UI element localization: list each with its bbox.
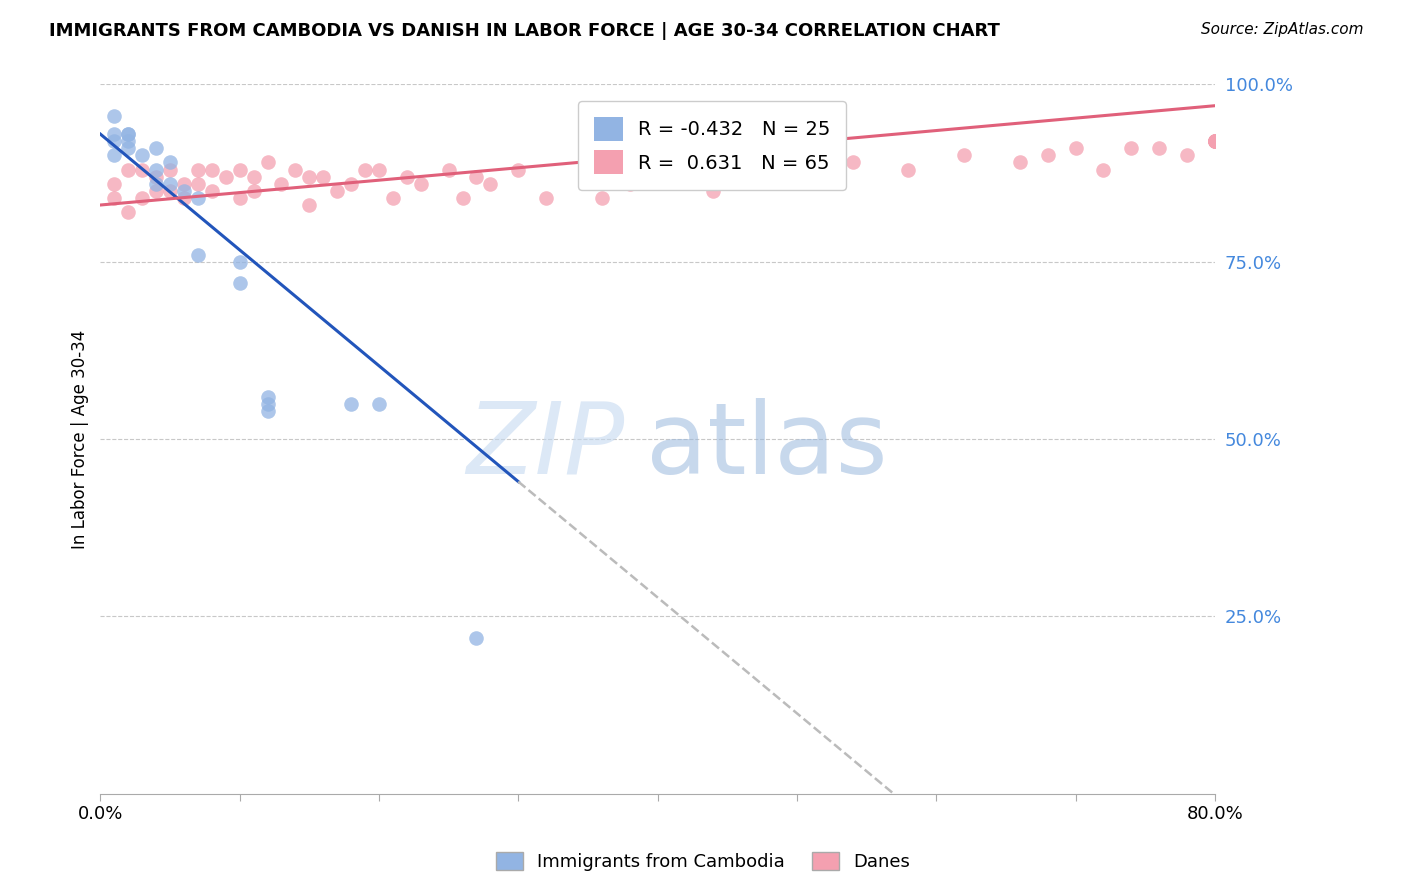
Point	[103, 109, 125, 123]
Point	[187, 177, 209, 191]
Point	[187, 247, 209, 261]
Point	[159, 184, 181, 198]
Point	[841, 155, 863, 169]
Point	[117, 205, 139, 219]
Point	[173, 191, 195, 205]
Point	[354, 162, 377, 177]
Point	[173, 177, 195, 191]
Point	[256, 396, 278, 410]
Point	[1204, 134, 1226, 148]
Point	[298, 198, 321, 212]
Point	[312, 169, 335, 184]
Point	[730, 162, 752, 177]
Point	[284, 162, 307, 177]
Y-axis label: In Labor Force | Age 30-34: In Labor Force | Age 30-34	[72, 329, 89, 549]
Point	[368, 162, 391, 177]
Legend: Immigrants from Cambodia, Danes: Immigrants from Cambodia, Danes	[488, 845, 918, 879]
Point	[1092, 162, 1115, 177]
Point	[1175, 148, 1198, 162]
Text: IMMIGRANTS FROM CAMBODIA VS DANISH IN LABOR FORCE | AGE 30-34 CORRELATION CHART: IMMIGRANTS FROM CAMBODIA VS DANISH IN LA…	[49, 22, 1000, 40]
Point	[103, 148, 125, 162]
Text: atlas: atlas	[647, 398, 889, 495]
Legend: R = -0.432   N = 25, R =  0.631   N = 65: R = -0.432 N = 25, R = 0.631 N = 65	[578, 102, 846, 189]
Point	[508, 162, 530, 177]
Point	[786, 169, 808, 184]
Point	[117, 127, 139, 141]
Point	[1204, 134, 1226, 148]
Point	[201, 184, 224, 198]
Point	[256, 390, 278, 404]
Point	[1204, 134, 1226, 148]
Point	[326, 184, 349, 198]
Point	[479, 177, 502, 191]
Point	[340, 177, 363, 191]
Point	[270, 177, 292, 191]
Point	[215, 169, 238, 184]
Point	[1008, 155, 1031, 169]
Point	[465, 169, 488, 184]
Point	[897, 162, 920, 177]
Point	[173, 184, 195, 198]
Point	[368, 396, 391, 410]
Point	[395, 169, 418, 184]
Point	[145, 162, 167, 177]
Point	[228, 254, 250, 268]
Point	[103, 191, 125, 205]
Point	[145, 141, 167, 155]
Point	[242, 184, 264, 198]
Point	[117, 141, 139, 155]
Point	[298, 169, 321, 184]
Point	[117, 162, 139, 177]
Point	[201, 162, 224, 177]
Text: ZIP: ZIP	[465, 398, 624, 495]
Point	[1064, 141, 1087, 155]
Point	[702, 184, 724, 198]
Point	[103, 127, 125, 141]
Point	[145, 184, 167, 198]
Point	[117, 127, 139, 141]
Point	[534, 191, 557, 205]
Point	[228, 191, 250, 205]
Point	[242, 169, 264, 184]
Point	[381, 191, 404, 205]
Point	[103, 134, 125, 148]
Point	[256, 155, 278, 169]
Point	[131, 162, 153, 177]
Point	[256, 403, 278, 417]
Point	[228, 162, 250, 177]
Point	[187, 162, 209, 177]
Point	[647, 155, 669, 169]
Point	[1204, 134, 1226, 148]
Point	[953, 148, 976, 162]
Point	[145, 177, 167, 191]
Point	[465, 631, 488, 645]
Point	[409, 177, 432, 191]
Point	[1204, 134, 1226, 148]
Point	[159, 162, 181, 177]
Point	[145, 169, 167, 184]
Point	[437, 162, 460, 177]
Point	[159, 177, 181, 191]
Point	[1036, 148, 1059, 162]
Point	[103, 177, 125, 191]
Point	[451, 191, 474, 205]
Point	[228, 276, 250, 290]
Point	[131, 148, 153, 162]
Point	[131, 191, 153, 205]
Point	[1121, 141, 1143, 155]
Point	[591, 191, 613, 205]
Point	[187, 191, 209, 205]
Point	[117, 134, 139, 148]
Point	[675, 169, 697, 184]
Point	[1204, 134, 1226, 148]
Point	[340, 396, 363, 410]
Point	[619, 177, 641, 191]
Point	[1204, 134, 1226, 148]
Point	[159, 155, 181, 169]
Point	[576, 169, 599, 184]
Point	[1147, 141, 1170, 155]
Text: Source: ZipAtlas.com: Source: ZipAtlas.com	[1201, 22, 1364, 37]
